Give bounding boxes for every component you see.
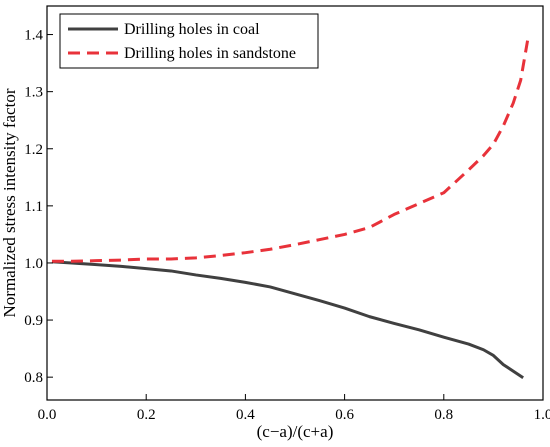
y-tick-label: 1.0 [24,256,43,272]
plot-frame [46,5,544,401]
y-axis-ticks: 0.8 0.9 1.0 1.1 1.2 1.3 1.4 [24,28,53,386]
x-axis-label: (c−a)/(c+a) [257,422,334,441]
y-tick-label: 1.1 [24,199,43,215]
legend-label-sandstone: Drilling holes in sandstone [124,45,296,62]
y-axis-label: Normalized stress intensity factor [0,88,19,317]
x-tick-label: 0.6 [335,407,354,423]
y-tick-label: 1.3 [24,85,43,101]
legend-box [59,13,319,69]
y-tick-label: 1.2 [24,142,43,158]
legend-label-coal: Drilling holes in coal [124,21,260,38]
series-line-0 [51,260,524,379]
x-tick-label: 0.2 [137,407,156,423]
x-tick-label: 0.0 [38,407,57,423]
series-layer [51,37,530,379]
y-tick-label: 0.8 [24,370,43,386]
x-tick-label: 0.4 [236,407,255,423]
x-axis-ticks: 0.0 0.2 0.4 0.6 0.8 1.0 [38,394,550,423]
x-tick-label: 0.8 [434,407,453,423]
x-tick-label: 1.0 [534,407,550,423]
legend: Drilling holes in coal Drilling holes in… [59,13,319,69]
y-tick-label: 0.9 [24,313,43,329]
series-line-1 [51,37,530,263]
plot-area [47,6,543,400]
y-tick-label: 1.4 [24,28,43,44]
